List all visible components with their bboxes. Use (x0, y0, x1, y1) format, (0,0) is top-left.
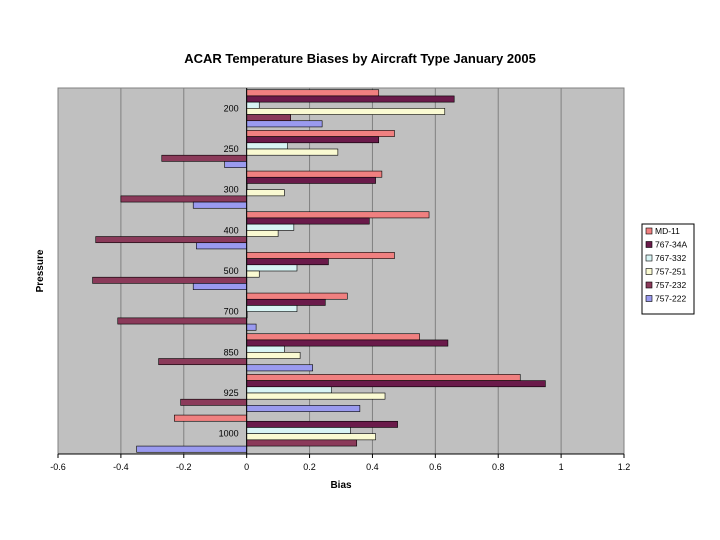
bar-md-11-200 (246, 89, 380, 97)
bar-757-251-400 (246, 230, 279, 237)
bar-757-232-200 (246, 114, 291, 122)
bar-767-34a-200 (246, 95, 455, 103)
legend-label: 757-251 (655, 267, 686, 277)
bar-767-332-700 (246, 305, 298, 312)
bar-767-332-1000 (246, 427, 351, 434)
bar-767-34a-925 (246, 380, 546, 388)
bar-767-332-400 (246, 223, 295, 231)
legend-label: 767-332 (655, 253, 686, 263)
bar-767-34a-300 (246, 176, 376, 184)
bar-757-232-850 (158, 358, 247, 366)
x-axis-ticks: -0.6 -0.4 -0.2 0 0.2 0.4 0.6 0.8 1 1.2 (50, 454, 630, 472)
bar-757-222-850 (246, 364, 314, 372)
bar-757-232-300 (120, 195, 247, 203)
bar-md-11-700 (246, 292, 348, 300)
x-tick-label: 1 (559, 462, 564, 472)
category-label: 500 (224, 266, 239, 276)
bar-767-34a-850 (246, 339, 449, 347)
legend-swatch (645, 241, 653, 248)
bar-757-232-700 (117, 317, 247, 325)
category-label: 200 (224, 103, 239, 113)
gridlines (58, 88, 624, 455)
bar-757-222-200 (246, 120, 323, 128)
legend-swatch (645, 295, 653, 302)
bars (92, 88, 546, 454)
x-tick-label: -0.4 (113, 462, 129, 472)
bar-md-11-400 (246, 211, 430, 219)
bar-757-222-400 (196, 242, 247, 250)
bar-757-232-400 (95, 236, 247, 244)
bar-757-251-250 (246, 148, 339, 156)
y-axis-title: Pressure (35, 249, 46, 292)
legend: MD-11 767-34A 767-332 757-251 757-232 757-222 (641, 223, 695, 315)
category-label: 400 (224, 225, 239, 235)
bar-md-11-850 (246, 333, 420, 341)
bar-md-11-1000 (174, 414, 247, 422)
legend-swatch (645, 268, 653, 275)
bar-757-251-500 (246, 270, 260, 278)
bar-757-251-1000 (246, 433, 376, 441)
bar-767-332-925 (246, 386, 332, 394)
category-labels: 200 250 300 400 500 700 850 925 1000 (219, 103, 239, 438)
x-tick-label: 0.4 (366, 462, 379, 472)
category-label: 925 (224, 388, 239, 398)
bar-md-11-300 (246, 170, 383, 178)
x-tick-label: 0.2 (303, 462, 316, 472)
bar-767-332-850 (246, 345, 285, 353)
bar-757-232-1000 (246, 439, 358, 447)
category-label: 250 (224, 144, 239, 154)
category-label: 1000 (219, 429, 239, 439)
category-label: 850 (224, 347, 239, 357)
bar-767-34a-250 (246, 136, 380, 144)
bar-757-222-700 (246, 323, 257, 331)
bar-757-251-925 (246, 392, 386, 400)
bar-757-222-300 (192, 201, 247, 209)
legend-label: MD-11 (655, 226, 680, 236)
legend-swatch (645, 281, 653, 289)
x-tick-label: 0 (244, 462, 249, 472)
bar-767-332-250 (246, 142, 288, 150)
x-tick-label: -0.2 (176, 462, 192, 472)
bar-767-34a-400 (246, 217, 370, 225)
x-tick-label: 0.8 (492, 462, 505, 472)
bar-757-251-850 (246, 352, 301, 359)
bar-757-222-1000 (136, 445, 247, 453)
bar-757-222-250 (224, 161, 247, 168)
bar-757-251-200 (246, 108, 446, 115)
bar-757-232-925 (180, 398, 247, 406)
bar-767-332-200 (246, 101, 260, 109)
legend-swatch (645, 254, 653, 262)
bar-757-222-925 (246, 405, 361, 412)
legend-label: 757-232 (655, 280, 686, 290)
bar-757-222-500 (192, 283, 247, 290)
bar-767-34a-1000 (246, 420, 398, 428)
bar-757-232-500 (92, 276, 247, 284)
bar-767-34a-500 (246, 258, 329, 266)
x-tick-label: -0.6 (50, 462, 66, 472)
x-tick-label: 0.6 (429, 462, 442, 472)
legend-swatch (645, 227, 653, 235)
bar-767-332-500 (246, 264, 298, 272)
x-tick-label: 1.2 (618, 462, 631, 472)
x-axis-title: Bias (330, 480, 352, 491)
category-label: 700 (224, 307, 239, 317)
bar-757-251-300 (246, 189, 285, 197)
category-label: 300 (224, 185, 239, 195)
bar-767-34a-700 (246, 298, 326, 306)
chart-title: ACAR Temperature Biases by Aircraft Type… (184, 51, 536, 66)
legend-label: 767-34A (655, 240, 687, 250)
bar-md-11-500 (246, 252, 395, 259)
bar-md-11-925 (246, 374, 521, 381)
legend-label: 757-222 (655, 294, 686, 304)
bar-757-232-250 (161, 154, 247, 162)
bar-md-11-250 (246, 130, 395, 137)
